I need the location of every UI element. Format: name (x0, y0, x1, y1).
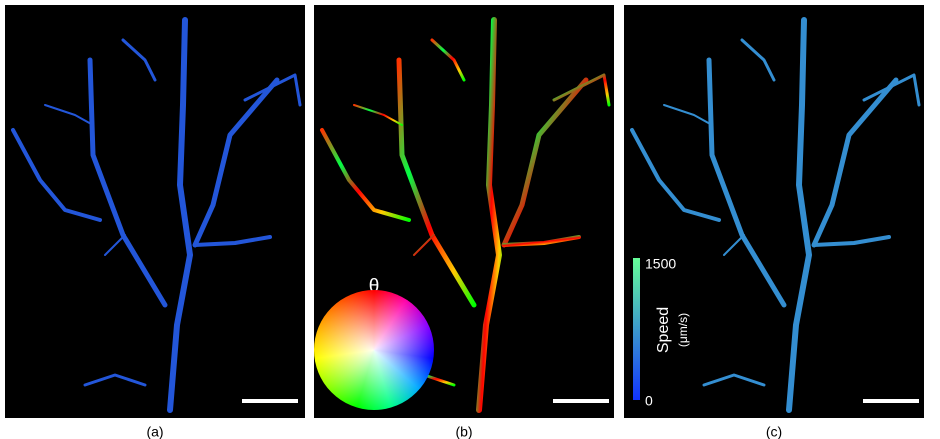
colorbar-title: Speed (655, 307, 672, 353)
color-wheel (314, 290, 434, 410)
colorbar (633, 258, 640, 400)
colorbar-unit: (μm/s) (676, 313, 690, 347)
panel-label: (a) (146, 424, 163, 439)
panel-label: (b) (455, 424, 472, 439)
scale-bar (553, 399, 609, 403)
colorbar-max: 1500 (645, 256, 676, 272)
colorbar-min: 0 (645, 393, 653, 409)
scale-bar (242, 399, 298, 403)
panel-a (5, 5, 305, 418)
scale-bar (863, 399, 919, 403)
panel-c (624, 5, 924, 418)
panel-label: (c) (766, 424, 782, 439)
legend-symbol: θ (369, 276, 380, 297)
